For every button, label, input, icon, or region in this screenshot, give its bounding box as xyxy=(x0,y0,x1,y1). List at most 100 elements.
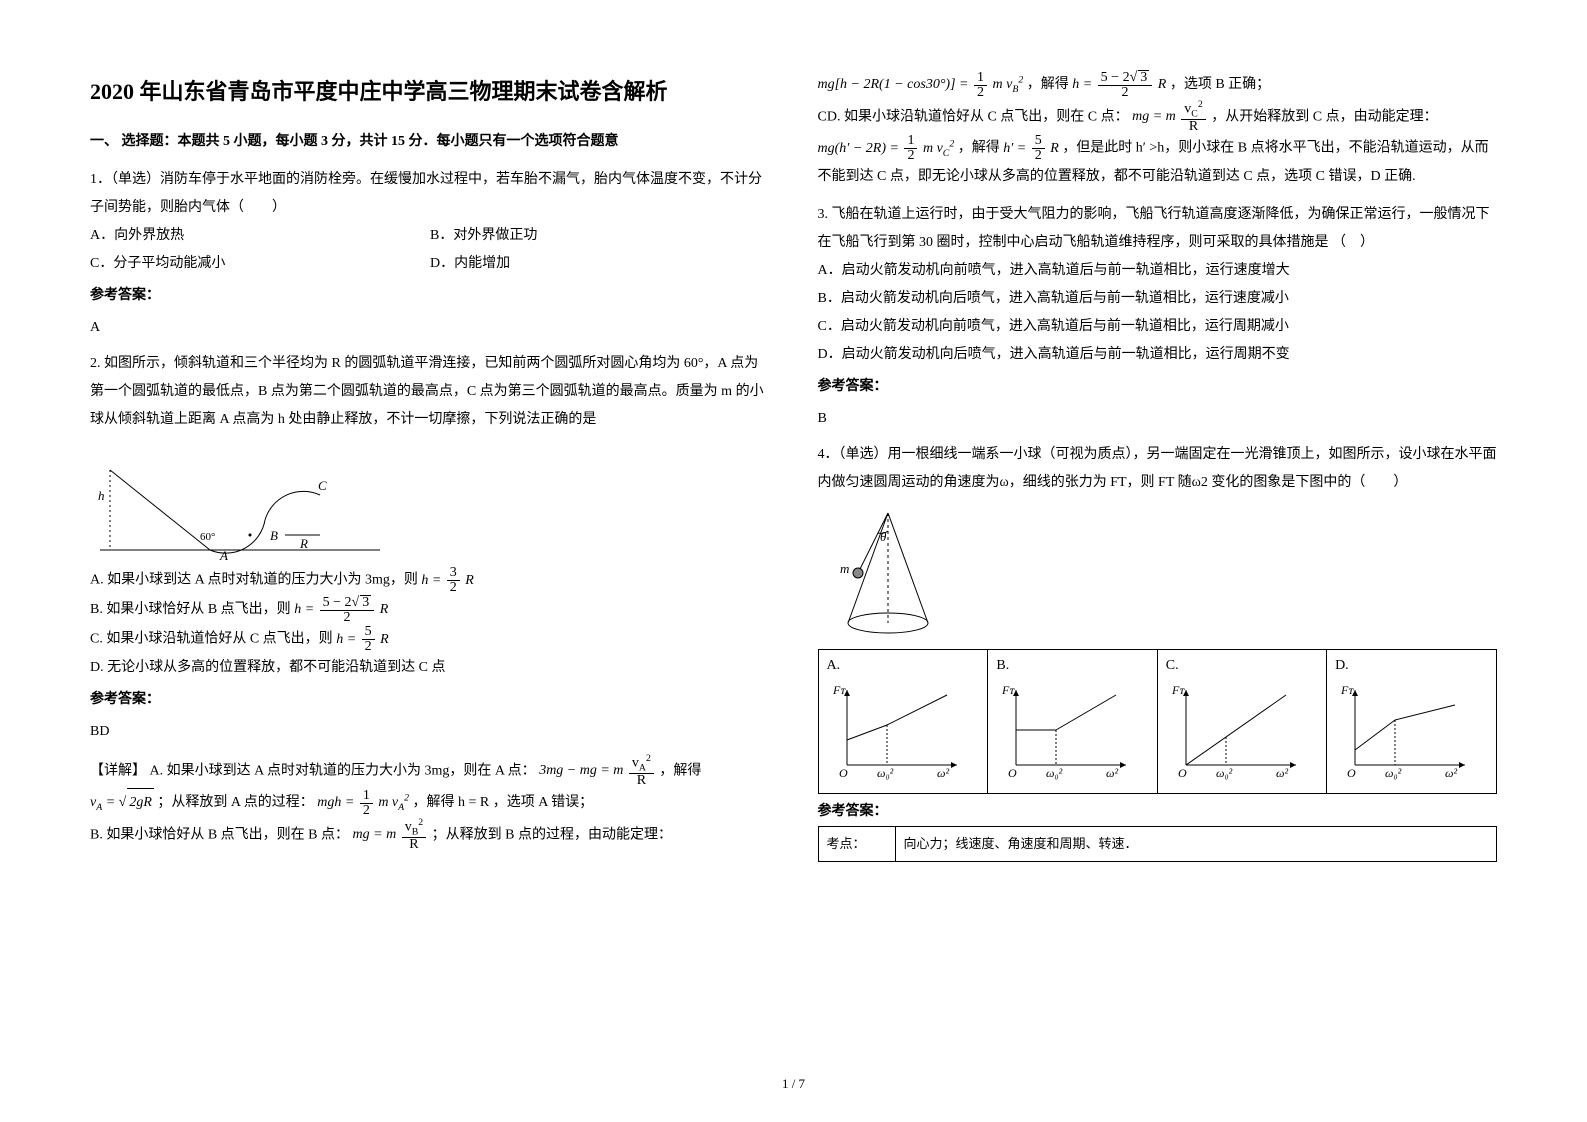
q2-explA-1: A. 如果小球到达 A 点时对轨道的压力大小为 3mg，则在 A 点： xyxy=(150,763,536,778)
q4-answer-label: 参考答案： xyxy=(818,798,1498,826)
q2-right-line1: mg[h − 2R(1 − cos30°)] = 12 m vB2 ，解得 h … xyxy=(818,70,1498,100)
q2-explA-f2: vA = 2gR xyxy=(90,795,154,810)
q4-cone-figure: m θ xyxy=(818,503,1498,643)
q2-r-f2: h = 5 − 232 R xyxy=(1072,77,1166,92)
fig2-C: C xyxy=(318,478,327,493)
svg-text:Fᴛ: Fᴛ xyxy=(1340,683,1354,697)
q2-right-line2: CD. 如果小球沿轨道恰好从 C 点飞出，则在 C 点： mg = m vC2R… xyxy=(818,100,1498,134)
q2-explA-f1: 3mg − mg = m vA2R xyxy=(539,763,656,778)
q2-r-f5: h′ = 52 R xyxy=(1003,141,1059,156)
question-3: 3. 飞船在轨道上运行时，由于受大气阻力的影响，飞船飞行轨道高度逐渐降低，为确保… xyxy=(818,201,1498,433)
q2-expl-label: 【详解】 xyxy=(90,763,146,778)
q2-opt-c-formula: h = 52 R xyxy=(336,632,389,647)
right-column: mg[h − 2R(1 − cos30°)] = 12 m vB2 ，解得 h … xyxy=(818,70,1498,1070)
fig2-B: B xyxy=(270,528,278,543)
q3-opt-d: D．启动火箭发动机向后喷气，进入高轨道后与前一轨道相比，运行周期不变 xyxy=(818,341,1498,369)
svg-text:ω₀²: ω₀² xyxy=(1385,766,1402,780)
q2-expl-line2: vA = 2gR ；从释放到 A 点的过程： mgh = 12 m vA2 ，解… xyxy=(90,788,770,817)
q2-opt-c: C. 如果小球沿轨道恰好从 C 点飞出，则 h = 52 R xyxy=(90,625,770,654)
q2-figure: h 60° A B C R xyxy=(90,440,770,560)
q2-opt-a: A. 如果小球到达 A 点时对轨道的压力大小为 3mg，则 h = 32 R xyxy=(90,566,770,595)
q2-r-t1: ，解得 xyxy=(1027,77,1073,92)
q4-la: A. xyxy=(827,658,841,673)
q3-stem: 3. 飞船在轨道上运行时，由于受大气阻力的影响，飞船飞行轨道高度逐渐降低，为确保… xyxy=(818,201,1498,257)
q2-opt-b-formula: h = 5 − 232 R xyxy=(294,602,388,617)
svg-text:Fᴛ: Fᴛ xyxy=(1001,683,1015,697)
q2-r-f3: mg = m vC2R xyxy=(1132,109,1208,124)
q2-r-cd3: ，解得 xyxy=(958,141,1004,156)
question-1: 1．（单选）消防车停于水平地面的消防栓旁。在缓慢加水过程中，若车胎不漏气，胎内气… xyxy=(90,166,770,342)
page: 2020 年山东省青岛市平度中庄中学高三物理期末试卷含解析 一、 选择题：本题共… xyxy=(0,0,1587,1122)
q2-explA-4: ，解得 h = R ，选项 A 错误； xyxy=(413,795,594,810)
q2-expl-line3: B. 如果小球恰好从 B 点飞出，则在 B 点： mg = m vB2R ；从释… xyxy=(90,818,770,852)
q2-right-line3: mg(h′ − 2R) = 12 m vC2 ，解得 h′ = 52 R ，但是… xyxy=(818,134,1498,191)
q1-opt-b: B．对外界做正功 xyxy=(430,222,537,250)
q1-opt-d: D．内能增加 xyxy=(430,250,510,278)
q2-answer: BD xyxy=(90,718,770,746)
q4-kaodian-label: 考点： xyxy=(818,827,895,862)
q1-options-row1: A．向外界放热 B．对外界做正功 xyxy=(90,222,770,250)
q3-opt-b: B．启动火箭发动机向后喷气，进入高轨道后与前一轨道相比，运行速度减小 xyxy=(818,285,1498,313)
svg-text:ω₀²: ω₀² xyxy=(877,766,894,780)
q2-opt-b-text: B. 如果小球恰好从 B 点飞出，则 xyxy=(90,602,294,617)
q4-choice-a: A. Fᴛ O ω₀² ω² xyxy=(818,650,988,794)
q2-explA-3: ；从释放到 A 点的过程： xyxy=(157,795,313,810)
svg-text:Fᴛ: Fᴛ xyxy=(1171,683,1185,697)
q2-r-cd1: CD. 如果小球沿轨道恰好从 C 点飞出，则在 C 点： xyxy=(818,109,1129,124)
q1-answer-label: 参考答案： xyxy=(90,282,770,310)
fig2-h-label: h xyxy=(98,488,105,503)
q2-r-f4: mg(h′ − 2R) = 12 m vC2 xyxy=(818,141,955,156)
q2-explB-1: B. 如果小球恰好从 B 点飞出，则在 B 点： xyxy=(90,827,349,842)
q4-kaodian-text: 向心力；线速度、角速度和周期、转速． xyxy=(895,827,1497,862)
q3-opt-a: A．启动火箭发动机向前喷气，进入高轨道后与前一轨道相比，运行速度增大 xyxy=(818,257,1498,285)
q2-opt-b: B. 如果小球恰好从 B 点飞出，则 h = 5 − 232 R xyxy=(90,595,770,625)
q1-opt-a: A．向外界放热 xyxy=(90,222,390,250)
svg-text:m: m xyxy=(840,561,849,576)
svg-text:ω²: ω² xyxy=(1445,766,1457,780)
q4-lb: B. xyxy=(996,658,1009,673)
q1-answer: A xyxy=(90,314,770,342)
fig2-R: R xyxy=(299,536,308,551)
q2-opt-a-formula: h = 32 R xyxy=(421,573,474,588)
svg-text:ω²: ω² xyxy=(937,766,949,780)
q4-choice-graphs: A. Fᴛ O ω₀² ω² xyxy=(818,649,1498,794)
q2-r-f1: mg[h − 2R(1 − cos30°)] = 12 m vB2 xyxy=(818,77,1024,92)
two-column-layout: 2020 年山东省青岛市平度中庄中学高三物理期末试卷含解析 一、 选择题：本题共… xyxy=(90,70,1497,1070)
svg-text:O: O xyxy=(1347,766,1356,780)
q3-opt-c: C．启动火箭发动机向前喷气，进入高轨道后与前一轨道相比，运行周期减小 xyxy=(818,313,1498,341)
svg-text:ω₀²: ω₀² xyxy=(1216,766,1233,780)
svg-text:ω²: ω² xyxy=(1276,766,1288,780)
q2-explB-f1: mg = m vB2R xyxy=(353,827,429,842)
q2-opt-c-text: C. 如果小球沿轨道恰好从 C 点飞出，则 xyxy=(90,632,336,647)
q2-answer-label: 参考答案： xyxy=(90,686,770,714)
q2-explanation: 【详解】 A. 如果小球到达 A 点时对轨道的压力大小为 3mg，则在 A 点：… xyxy=(90,754,770,788)
svg-text:O: O xyxy=(1178,766,1187,780)
q2-explA-2: ，解得 xyxy=(659,763,701,778)
q4-choice-b: B. Fᴛ O ω₀² ω² xyxy=(988,650,1157,794)
svg-text:O: O xyxy=(1008,766,1017,780)
question-4: 4．（单选）用一根细线一端系一小球（可视为质点），另一端固定在一光滑锥顶上，如图… xyxy=(818,441,1498,862)
q2-r-cd2: ，从开始释放到 C 点，由动能定理： xyxy=(1211,109,1437,124)
q2-stem: 2. 如图所示，倾斜轨道和三个半径均为 R 的圆弧轨道平滑连接，已知前两个圆弧所… xyxy=(90,350,770,434)
q4-lc: C. xyxy=(1166,658,1179,673)
svg-text:ω₀²: ω₀² xyxy=(1046,766,1063,780)
q4-choice-c: C. Fᴛ O ω₀² ω² xyxy=(1157,650,1326,794)
q3-answer: B xyxy=(818,405,1498,433)
page-number: 1 / 7 xyxy=(90,1070,1497,1092)
q1-options-row2: C．分子平均动能减小 D．内能增加 xyxy=(90,250,770,278)
svg-text:O: O xyxy=(839,766,848,780)
question-2: 2. 如图所示，倾斜轨道和三个半径均为 R 的圆弧轨道平滑连接，已知前两个圆弧所… xyxy=(90,350,770,852)
svg-text:ω²: ω² xyxy=(1106,766,1118,780)
fig2-angle: 60° xyxy=(200,531,215,543)
q2-opt-d: D. 无论小球从多高的位置释放，都不可能沿轨道到达 C 点 xyxy=(90,654,770,682)
q4-kaodian-table: 考点： 向心力；线速度、角速度和周期、转速． xyxy=(818,826,1498,862)
fig2-A: A xyxy=(219,548,228,560)
q1-opt-c: C．分子平均动能减小 xyxy=(90,250,390,278)
q3-answer-label: 参考答案： xyxy=(818,373,1498,401)
q2-explA-f3: mgh = 12 m vA2 xyxy=(317,795,409,810)
exam-title: 2020 年山东省青岛市平度中庄中学高三物理期末试卷含解析 xyxy=(90,70,770,114)
q2-opt-a-text: A. 如果小球到达 A 点时对轨道的压力大小为 3mg，则 xyxy=(90,573,421,588)
q4-choice-d: D. Fᴛ O ω₀² ω² xyxy=(1327,650,1497,794)
svg-text:Fᴛ: Fᴛ xyxy=(832,683,846,697)
q2-r-t1b: ，选项 B 正确； xyxy=(1170,77,1270,92)
